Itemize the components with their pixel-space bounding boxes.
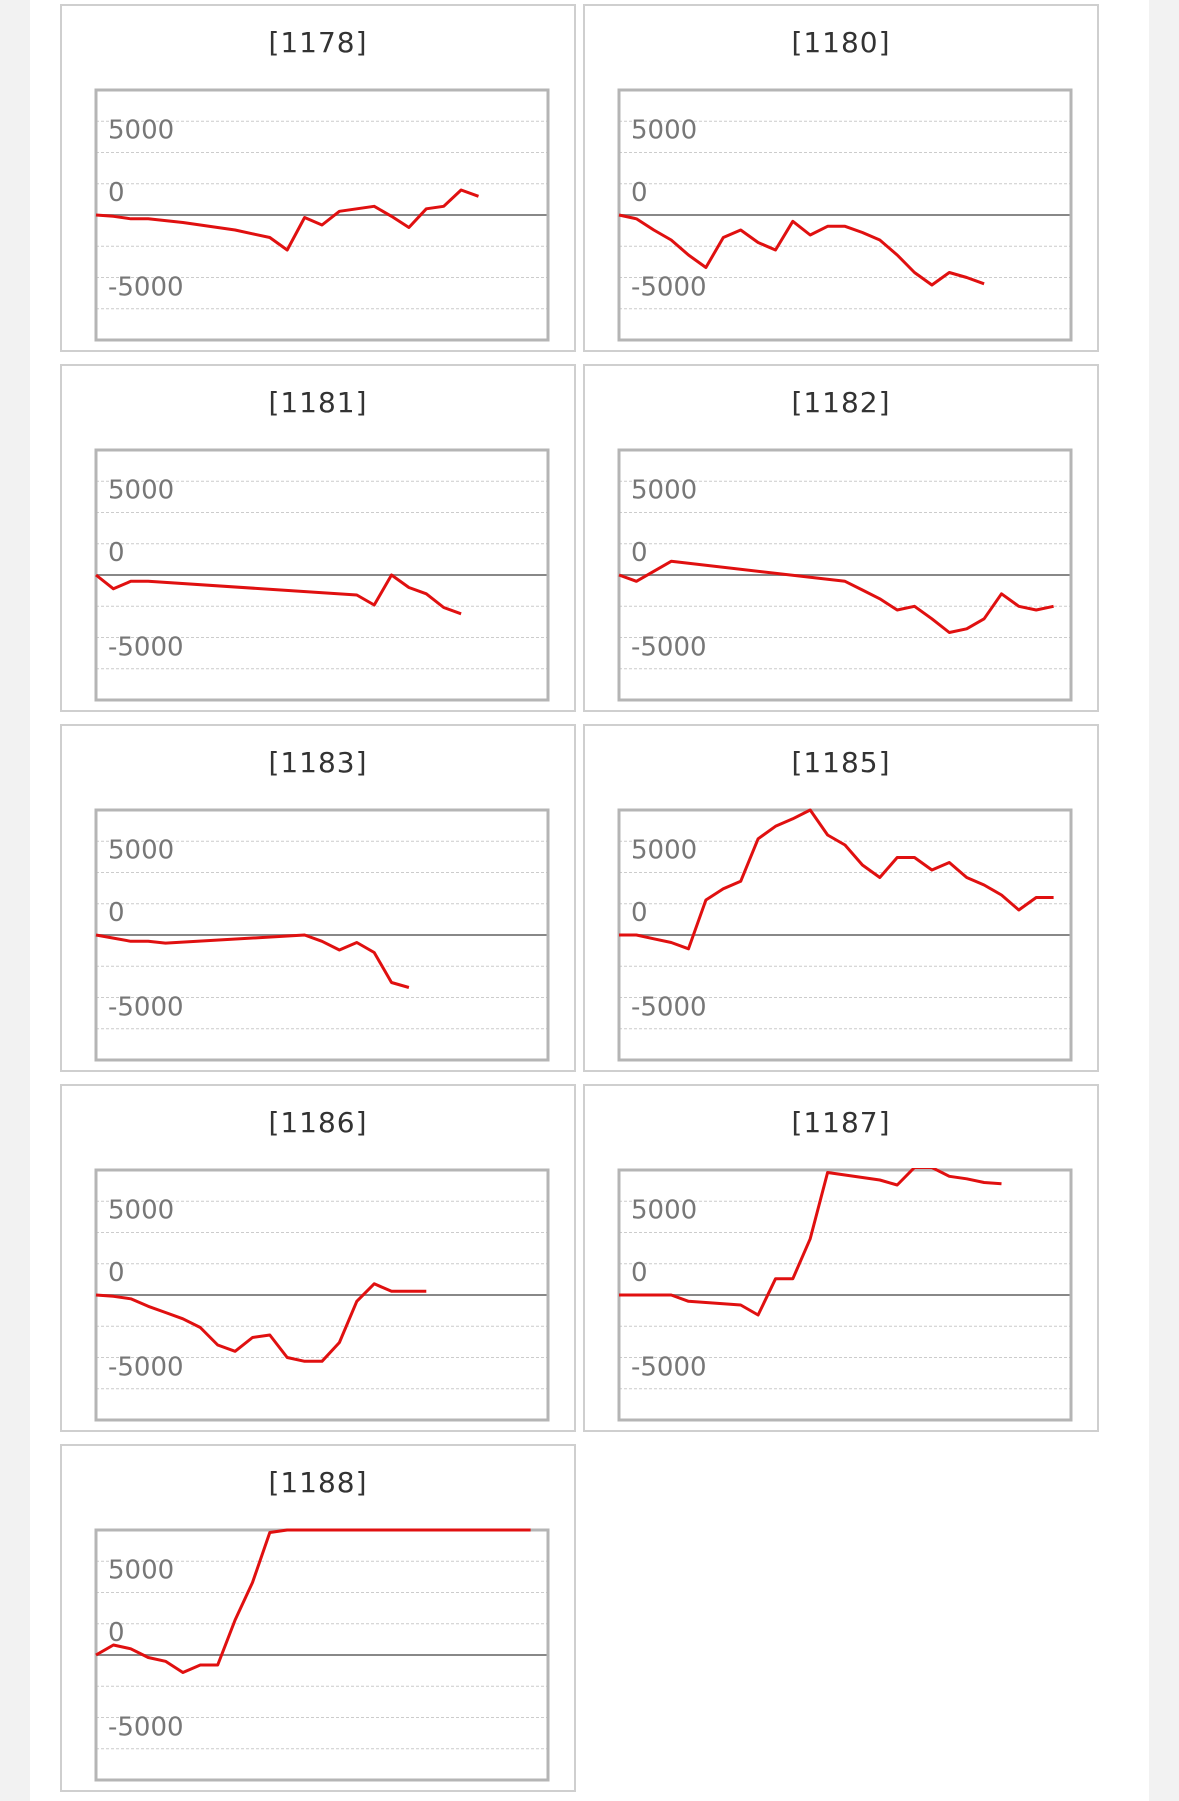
series-line: [619, 808, 1054, 951]
series-line: [618, 213, 985, 287]
y-tick-label: 0: [108, 1618, 125, 1648]
y-tick-label: 5000: [631, 116, 697, 146]
series-line: [95, 1282, 427, 1363]
chart-panel: [1187] 5000 0 -5000: [583, 1084, 1099, 1432]
y-tick-label: 0: [631, 538, 648, 568]
y-tick-label: -5000: [108, 1713, 184, 1743]
series-line: [95, 933, 410, 989]
y-tick-label: 0: [631, 178, 648, 208]
y-tick-label: -5000: [631, 273, 707, 303]
y-tick-label: 5000: [631, 476, 697, 506]
chart-title: [1186]: [268, 1106, 368, 1139]
chart-title: [1187]: [791, 1106, 891, 1139]
chart-title: [1178]: [268, 26, 368, 59]
chart-title: [1181]: [268, 386, 368, 419]
chart-panel: [1178] 5000 0 -5000: [60, 4, 576, 352]
line-chart: 5000 0 -5000: [617, 1168, 1073, 1422]
line-chart: 5000 0 -5000: [94, 1168, 550, 1422]
series-line: [619, 1168, 1002, 1317]
chart-panel: [1181] 5000 0 -5000: [60, 364, 576, 712]
y-tick-label: -5000: [108, 273, 184, 303]
y-tick-label: -5000: [108, 1353, 184, 1383]
y-tick-label: 0: [631, 1258, 648, 1288]
line-chart: 5000 0 -5000: [617, 808, 1073, 1062]
line-chart: 5000 0 -5000: [94, 808, 550, 1062]
y-tick-label: 5000: [108, 1556, 174, 1586]
y-tick-label: 0: [631, 898, 648, 928]
chart-title: [1180]: [791, 26, 891, 59]
y-tick-label: -5000: [631, 633, 707, 663]
chart-title: [1188]: [268, 1466, 368, 1499]
y-tick-label: -5000: [108, 993, 184, 1023]
chart-panel: [1180] 5000 0 -5000: [583, 4, 1099, 352]
chart-panel: [1186] 5000 0 -5000: [60, 1084, 576, 1432]
y-tick-label: 5000: [108, 836, 174, 866]
line-chart: 5000 0 -5000: [617, 88, 1073, 342]
y-tick-label: 5000: [108, 476, 174, 506]
y-tick-label: 0: [108, 538, 125, 568]
y-tick-label: 5000: [631, 1196, 697, 1226]
series-line: [95, 573, 462, 616]
chart-panel: [1185] 5000 0 -5000: [583, 724, 1099, 1072]
y-tick-label: 0: [108, 898, 125, 928]
y-tick-label: -5000: [631, 1353, 707, 1383]
y-tick-label: 5000: [631, 836, 697, 866]
chart-title: [1182]: [791, 386, 891, 419]
line-chart: 5000 0 -5000: [617, 448, 1073, 702]
series-line: [618, 559, 1054, 634]
line-chart: 5000 0 -5000: [94, 448, 550, 702]
y-tick-label: -5000: [108, 633, 184, 663]
y-tick-label: 0: [108, 178, 125, 208]
chart-title: [1185]: [791, 746, 891, 779]
y-tick-label: 0: [108, 1258, 125, 1288]
y-tick-label: 5000: [108, 1196, 174, 1226]
line-chart: 5000 0 -5000: [94, 88, 550, 342]
chart-title: [1183]: [268, 746, 368, 779]
chart-panel: [1183] 5000 0 -5000: [60, 724, 576, 1072]
right-margin-strip: [1149, 0, 1179, 1801]
series-line: [95, 1528, 531, 1674]
y-tick-label: -5000: [631, 993, 707, 1023]
chart-panel: [1182] 5000 0 -5000: [583, 364, 1099, 712]
chart-panel: [1188] 5000 0 -5000: [60, 1444, 576, 1792]
y-tick-label: 5000: [108, 116, 174, 146]
line-chart: 5000 0 -5000: [94, 1528, 550, 1782]
left-margin-strip: [0, 0, 30, 1801]
series-line: [95, 188, 480, 252]
